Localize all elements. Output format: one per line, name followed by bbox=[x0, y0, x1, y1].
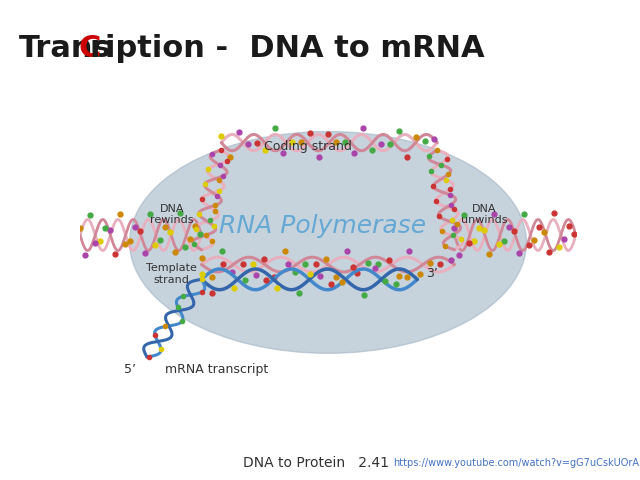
Text: RNA Polymerase: RNA Polymerase bbox=[220, 214, 427, 238]
Ellipse shape bbox=[129, 132, 527, 353]
Text: 3’: 3’ bbox=[426, 267, 438, 280]
Text: DNA to Protein   2.41: DNA to Protein 2.41 bbox=[243, 456, 389, 470]
Text: C: C bbox=[79, 34, 101, 62]
Text: Coding strand: Coding strand bbox=[264, 140, 352, 153]
Text: mRNA transcript: mRNA transcript bbox=[164, 363, 268, 376]
Text: ription -  DNA to mRNA: ription - DNA to mRNA bbox=[90, 34, 485, 62]
Text: DNA
unwinds: DNA unwinds bbox=[461, 204, 508, 226]
Text: 5’: 5’ bbox=[124, 363, 136, 376]
Text: https://www.youtube.com/watch?v=gG7uCskUOrA: https://www.youtube.com/watch?v=gG7uCskU… bbox=[394, 458, 639, 468]
Text: Trans: Trans bbox=[19, 34, 112, 62]
Text: DNA
rewinds: DNA rewinds bbox=[150, 204, 193, 226]
Text: Template
strand: Template strand bbox=[147, 263, 197, 285]
